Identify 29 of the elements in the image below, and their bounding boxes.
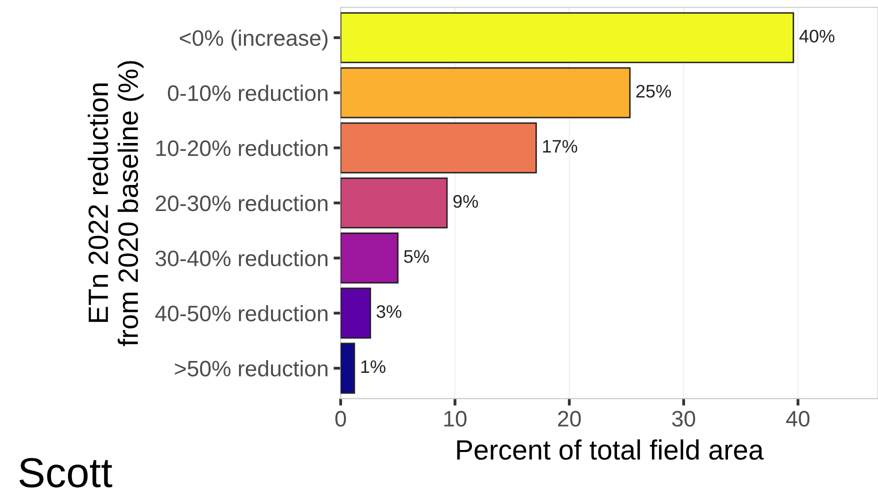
y-tick-label: 0-10% reduction — [168, 84, 328, 102]
bar — [340, 232, 399, 284]
bar — [340, 67, 631, 118]
data-label: 40% — [799, 30, 834, 43]
x-tick-label: 30 — [672, 410, 696, 427]
x-tick-label: 0 — [335, 410, 346, 427]
bar — [340, 12, 794, 64]
data-label: 25% — [636, 84, 671, 98]
data-label: 3% — [376, 305, 402, 318]
bar — [340, 177, 448, 228]
y-tick-label: 20-30% reduction — [156, 194, 328, 212]
bar — [340, 122, 537, 174]
bar — [340, 342, 356, 394]
data-label: 9% — [453, 195, 478, 208]
y-tick-label: <0% (increase) — [180, 30, 328, 50]
y-axis-title: ETn 2022 reduction from 2020 baseline (%) — [88, 61, 144, 346]
text: Scott — [19, 458, 112, 488]
y-tick-label: 10-20% reduction — [156, 140, 328, 156]
data-label: 17% — [543, 140, 578, 153]
x-axis-title: Percent of total field area — [457, 439, 764, 460]
x-tick-label: 40 — [786, 410, 810, 427]
x-tick-label: 10 — [444, 410, 466, 427]
data-label: 5% — [404, 250, 429, 263]
y-tick-label: >50% reduction — [174, 360, 328, 376]
bar — [340, 288, 372, 339]
data-label: 1% — [361, 360, 386, 373]
x-tick-label: 20 — [558, 410, 581, 427]
y-tick-label: 40-50% reduction — [155, 305, 328, 322]
y-tick-label: 30-40% reduction — [156, 250, 328, 266]
